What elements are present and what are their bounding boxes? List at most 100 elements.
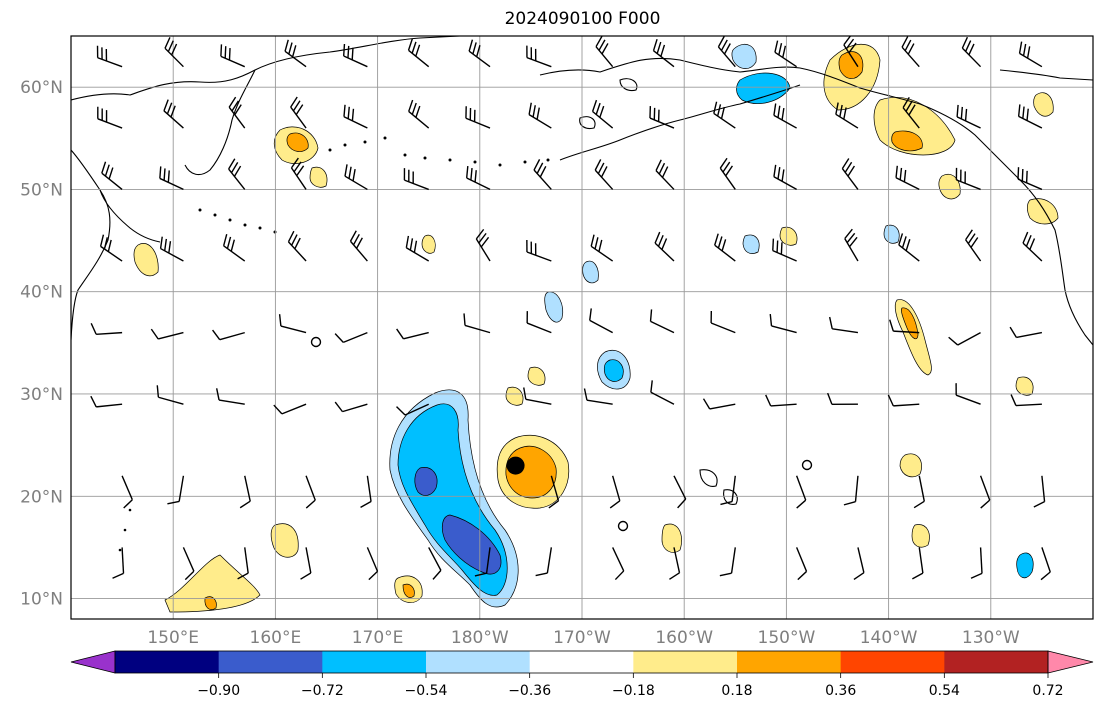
storm-center-marker xyxy=(506,456,525,475)
map-title: 2024090100 F000 xyxy=(504,9,661,29)
wind-barb xyxy=(1033,475,1046,508)
wind-barb xyxy=(156,385,184,405)
colorbar xyxy=(70,650,1094,674)
wind-barb xyxy=(97,106,123,129)
wind-barb xyxy=(965,229,982,262)
wind-barb xyxy=(1040,547,1051,581)
wind-barb xyxy=(589,308,613,334)
wind-barb xyxy=(159,166,184,191)
colorbar-label: −0.18 xyxy=(612,683,655,699)
negative-anomaly-region xyxy=(1016,552,1034,579)
wind-barb xyxy=(1041,618,1043,619)
wind-barb xyxy=(306,618,307,619)
wind-barb xyxy=(609,475,621,509)
latitude-label: 10°N xyxy=(20,590,63,610)
longitude-labels: 150°E 160°E 170°E 180°W 170°W 160°W 150°W 140°W… xyxy=(147,628,1020,648)
wind-barb xyxy=(769,313,797,334)
wind-barb xyxy=(889,319,920,334)
wind-barb xyxy=(717,36,736,68)
wind-barb xyxy=(526,311,552,334)
wind-barb xyxy=(853,547,865,581)
wind-barb xyxy=(828,316,859,334)
wind-barb xyxy=(228,158,246,190)
coastline xyxy=(71,149,111,341)
positive-anomaly-region xyxy=(164,554,261,613)
wind-barb xyxy=(334,401,368,413)
wind-barb xyxy=(526,45,552,68)
wind-barb xyxy=(239,475,251,509)
wind-barb xyxy=(533,159,552,190)
wind-barb xyxy=(773,164,797,191)
wind-barb xyxy=(720,475,736,506)
wind-barb xyxy=(594,159,614,190)
wind-barb xyxy=(366,547,379,581)
wind-barb xyxy=(719,157,736,190)
wind-barb xyxy=(342,43,368,68)
wind-barb xyxy=(591,99,614,129)
wind-barb xyxy=(843,36,859,68)
wind-barb xyxy=(710,311,736,334)
calm-wind-marker xyxy=(801,459,813,471)
wind-barb xyxy=(774,40,798,68)
positive-anomaly-region xyxy=(402,583,415,598)
latitude-label: 50°N xyxy=(20,180,63,200)
positive-anomaly-region xyxy=(779,226,798,246)
wind-barb xyxy=(650,380,675,405)
negative-anomaly-region xyxy=(414,467,438,496)
wind-barb xyxy=(912,547,924,580)
colorbar-label: −0.72 xyxy=(301,683,344,699)
wind-barb xyxy=(465,106,491,129)
colorbar-label: −0.36 xyxy=(508,683,551,699)
longitude-label: 150°E xyxy=(147,628,199,648)
colorbar-segment xyxy=(426,651,531,673)
wind-barb xyxy=(919,618,921,619)
latitude-labels: 60°N 50°N 40°N 30°N 20°N 10°N xyxy=(20,78,63,609)
longitude-label: 140°W xyxy=(860,628,918,648)
longitude-label: 160°E xyxy=(250,628,302,648)
wind-barb xyxy=(843,475,859,506)
wind-barb xyxy=(237,547,249,580)
wind-barb xyxy=(284,39,307,68)
wind-barb xyxy=(979,475,991,509)
colorbar-frame xyxy=(114,650,1049,674)
wind-barb xyxy=(343,104,368,129)
wind-barb xyxy=(164,37,184,68)
colorbar-labels: −0.90 −0.72 −0.54 −0.36 −0.18 0.18 0.36 0.54 0.7… xyxy=(197,673,1064,699)
wind-barb xyxy=(1018,41,1043,68)
wind-barb xyxy=(465,165,491,191)
coastline xyxy=(559,84,801,161)
wind-barb xyxy=(844,228,859,262)
wind-barb xyxy=(902,97,920,129)
wind-barb xyxy=(96,45,123,68)
longitude-label: 170°E xyxy=(352,628,404,648)
coastline xyxy=(619,78,638,92)
wind-barb xyxy=(220,44,246,68)
wind-barb xyxy=(1017,104,1043,129)
wind-barb xyxy=(300,547,312,580)
negative-anomaly-region xyxy=(731,44,757,69)
positive-anomaly-region xyxy=(661,523,682,553)
positive-anomaly-region xyxy=(911,524,930,548)
wind-barb xyxy=(841,158,859,190)
wind-barb xyxy=(121,475,133,509)
wind-barb xyxy=(112,547,125,579)
wind-barb xyxy=(463,313,491,334)
wind-barb xyxy=(835,102,859,129)
colorbar-segment xyxy=(737,651,842,673)
wind-barb xyxy=(548,475,560,509)
map-area xyxy=(71,36,1093,619)
coastline xyxy=(799,67,1093,346)
wind-barb xyxy=(212,329,245,341)
wind-barb xyxy=(583,388,613,405)
wind-barb xyxy=(773,103,797,129)
positive-anomaly-region xyxy=(286,132,309,152)
positive-anomaly-region xyxy=(891,130,923,152)
colorbar-extend-high xyxy=(1047,650,1094,674)
positive-anomaly-region xyxy=(133,243,159,277)
calm-wind-marker xyxy=(617,520,629,532)
longitude-label: 150°W xyxy=(758,628,816,648)
longitude-label: 170°W xyxy=(553,628,611,648)
colorbar-label: 0.18 xyxy=(721,683,752,699)
wind-barb xyxy=(948,331,981,346)
